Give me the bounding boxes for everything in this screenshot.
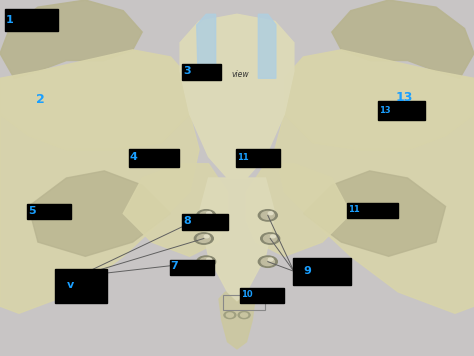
Ellipse shape (240, 313, 247, 317)
Ellipse shape (197, 235, 210, 242)
Ellipse shape (194, 233, 213, 244)
Ellipse shape (226, 313, 233, 317)
Ellipse shape (200, 258, 213, 266)
Text: 2: 2 (36, 93, 45, 106)
Polygon shape (284, 50, 474, 150)
Ellipse shape (197, 210, 216, 221)
Ellipse shape (207, 258, 211, 261)
Ellipse shape (258, 210, 277, 221)
Bar (223, 295, 265, 310)
Polygon shape (123, 164, 228, 256)
Polygon shape (258, 14, 276, 78)
Bar (347, 203, 398, 218)
Ellipse shape (238, 312, 250, 319)
Polygon shape (28, 171, 171, 256)
Ellipse shape (197, 256, 216, 267)
Polygon shape (0, 0, 142, 78)
Polygon shape (246, 164, 351, 256)
Text: v: v (66, 280, 73, 290)
Bar (55, 269, 107, 303)
Text: 11: 11 (348, 205, 360, 214)
Polygon shape (199, 178, 275, 303)
Ellipse shape (268, 212, 273, 215)
Bar (182, 214, 228, 230)
Text: 8: 8 (183, 216, 191, 226)
Polygon shape (219, 292, 255, 349)
Bar (236, 149, 280, 167)
Text: 10: 10 (241, 290, 253, 299)
Polygon shape (332, 0, 474, 78)
Text: 4: 4 (130, 152, 138, 162)
Bar (27, 204, 71, 219)
Ellipse shape (200, 211, 213, 219)
Text: 7: 7 (171, 261, 178, 271)
Ellipse shape (258, 256, 277, 267)
Text: 3: 3 (183, 66, 191, 76)
Text: view: view (231, 70, 249, 79)
Text: 9: 9 (303, 266, 311, 276)
Text: 1: 1 (6, 15, 13, 25)
Ellipse shape (207, 212, 211, 215)
Bar (129, 149, 179, 167)
Polygon shape (0, 50, 190, 150)
Ellipse shape (264, 235, 277, 242)
Text: 5: 5 (28, 206, 36, 216)
Bar (378, 101, 425, 120)
Polygon shape (197, 14, 216, 78)
Bar (182, 64, 221, 80)
Bar (5, 9, 58, 31)
Ellipse shape (224, 312, 236, 319)
Bar (293, 258, 351, 285)
Bar (240, 288, 284, 303)
Bar (170, 260, 214, 275)
Ellipse shape (261, 233, 280, 244)
Ellipse shape (261, 258, 274, 266)
Polygon shape (0, 114, 199, 313)
Polygon shape (303, 171, 446, 256)
Ellipse shape (268, 258, 273, 261)
Text: 13: 13 (379, 106, 391, 115)
Ellipse shape (261, 211, 274, 219)
Polygon shape (275, 114, 474, 313)
Ellipse shape (204, 235, 209, 238)
Ellipse shape (271, 235, 275, 238)
Text: 11: 11 (237, 153, 249, 162)
Polygon shape (180, 14, 294, 178)
Text: 13: 13 (396, 91, 413, 104)
